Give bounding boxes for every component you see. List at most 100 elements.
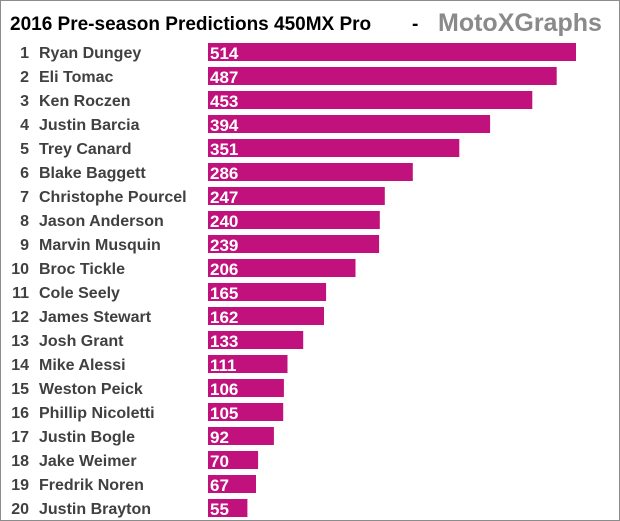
bar-row: 20 Justin Brayton 55 [11, 499, 248, 519]
chart-title: 2016 Pre-season Predictions 450MX Pro [10, 14, 371, 35]
bar-value-label: 240 [210, 212, 238, 231]
bar-value-label: 55 [210, 500, 229, 519]
rider-name-label: Jason Anderson [39, 213, 164, 230]
bar [208, 115, 491, 133]
rider-name-label: Fredrik Noren [39, 477, 144, 494]
rank-label: 15 [11, 381, 29, 398]
bar-value-label: 133 [210, 332, 238, 351]
bar [208, 499, 248, 517]
rank-label: 6 [20, 165, 29, 182]
bar [208, 331, 304, 349]
rider-name-label: Ken Roczen [39, 93, 131, 110]
rank-label: 3 [20, 93, 29, 110]
bar [208, 187, 385, 205]
bar-value-label: 351 [210, 140, 238, 159]
bar-row: 8 Jason Anderson 240 [20, 211, 380, 231]
bar-value-label: 286 [210, 164, 238, 183]
bar-row: 9 Marvin Musquin 239 [20, 235, 380, 255]
rank-label: 12 [11, 309, 29, 326]
rider-name-label: Justin Brayton [39, 501, 151, 518]
bar-row: 5 Trey Canard 351 [20, 139, 460, 159]
rank-label: 18 [11, 453, 29, 470]
rank-label: 20 [11, 501, 29, 518]
rider-name-label: Justin Bogle [39, 429, 135, 446]
rank-label: 17 [11, 429, 29, 446]
bar-value-label: 487 [210, 68, 238, 87]
rider-name-label: Broc Tickle [39, 261, 125, 278]
brand-watermark: MotoXGraphs [438, 9, 602, 37]
bar [208, 355, 288, 373]
rider-name-label: Trey Canard [39, 141, 131, 158]
rank-label: 9 [20, 237, 29, 254]
bar [208, 379, 284, 397]
bar [208, 235, 380, 253]
rider-name-label: Mike Alessi [39, 357, 126, 374]
bar [208, 163, 413, 181]
rank-label: 8 [20, 213, 29, 230]
rank-label: 13 [11, 333, 29, 350]
rank-label: 4 [20, 117, 29, 134]
bar-row: 16 Phillip Nicoletti 105 [11, 403, 284, 423]
bar [208, 307, 324, 325]
rank-label: 2 [20, 69, 29, 86]
bar-row: 1 Ryan Dungey 514 [20, 43, 576, 63]
rider-name-label: Phillip Nicoletti [39, 405, 155, 422]
bar [208, 67, 557, 85]
bar-value-label: 394 [210, 116, 239, 135]
bar [208, 211, 380, 229]
bar-row: 10 Broc Tickle 206 [11, 259, 356, 279]
bar-row: 19 Fredrik Noren 67 [11, 475, 256, 495]
bar-value-label: 247 [210, 188, 238, 207]
bar-row: 3 Ken Roczen 453 [20, 91, 533, 111]
bar-row: 7 Christophe Pourcel 247 [20, 187, 385, 207]
bar [208, 451, 259, 469]
bar-row: 12 James Stewart 162 [11, 307, 324, 327]
bar-value-label: 165 [210, 284, 238, 303]
rank-label: 10 [11, 261, 29, 278]
bar [208, 403, 284, 421]
bar-value-label: 111 [210, 356, 237, 375]
bar-value-label: 92 [210, 428, 229, 447]
bar [208, 475, 256, 493]
bar-value-label: 105 [210, 404, 238, 423]
bar-row: 18 Jake Weimer 70 [11, 451, 259, 471]
bar-value-label: 453 [210, 92, 238, 111]
bar [208, 139, 460, 157]
rider-name-label: Jake Weimer [39, 453, 137, 470]
rank-label: 7 [20, 189, 29, 206]
bar [208, 259, 356, 277]
rider-name-label: Ryan Dungey [39, 45, 141, 62]
bar-value-label: 106 [210, 380, 238, 399]
rider-name-label: James Stewart [39, 309, 152, 326]
bar-row: 6 Blake Baggett 286 [20, 163, 413, 183]
rank-label: 14 [11, 357, 29, 374]
rank-label: 16 [11, 405, 29, 422]
bar [208, 91, 533, 109]
bar-value-label: 239 [210, 236, 238, 255]
rank-label: 1 [20, 45, 29, 62]
rider-name-label: Weston Peick [39, 381, 143, 398]
rider-name-label: Marvin Musquin [39, 237, 161, 254]
bar [208, 427, 274, 445]
bar-row: 4 Justin Barcia 394 [20, 115, 491, 135]
bar-row: 13 Josh Grant 133 [11, 331, 304, 351]
rider-name-label: Christophe Pourcel [39, 189, 187, 206]
rider-name-label: Blake Baggett [39, 165, 146, 182]
chart-header: 2016 Pre-season Predictions 450MX Pro - … [10, 9, 602, 37]
rank-label: 5 [20, 141, 29, 158]
title-separator: - [412, 14, 418, 35]
bar-value-label: 514 [210, 44, 239, 63]
rider-name-label: Josh Grant [39, 333, 124, 350]
bar-value-label: 67 [210, 476, 229, 495]
bar [208, 43, 576, 61]
bar-row: 11 Cole Seely 165 [12, 283, 327, 303]
rank-label: 11 [12, 285, 29, 302]
rider-name-label: Justin Barcia [39, 117, 140, 134]
bar-row: 2 Eli Tomac 487 [20, 67, 557, 87]
bar-value-label: 206 [210, 260, 238, 279]
bar-value-label: 70 [210, 452, 229, 471]
bar [208, 283, 327, 301]
